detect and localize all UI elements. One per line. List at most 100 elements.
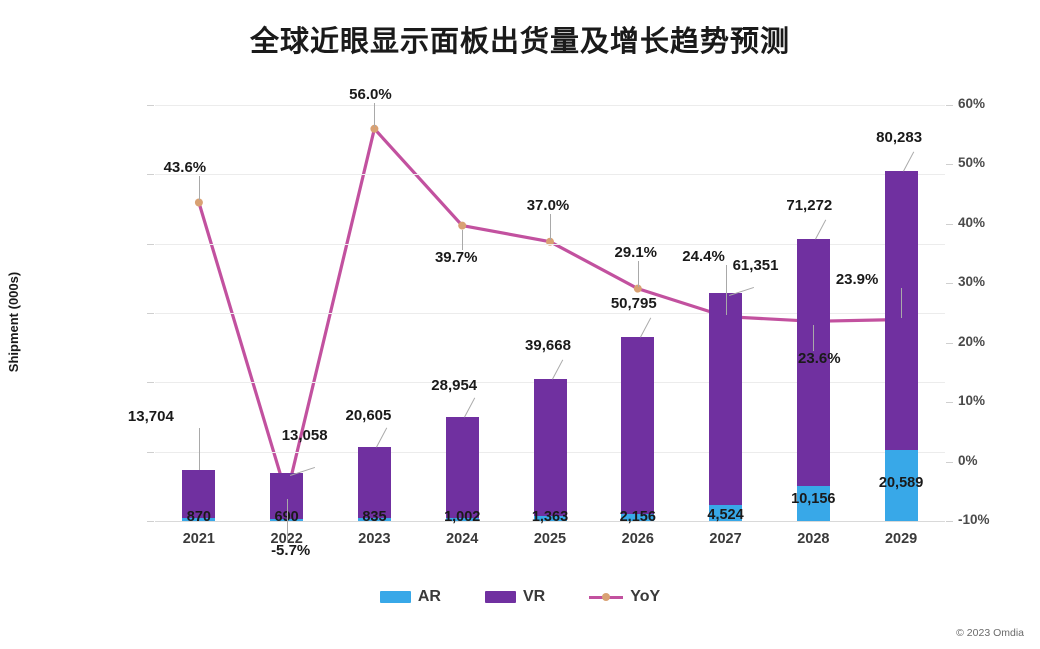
- bar-segment-ar[interactable]: [445, 517, 479, 521]
- bar-2028[interactable]: [796, 238, 830, 521]
- x-axis-tick-2023: 2023: [358, 531, 391, 547]
- bar-2029[interactable]: [884, 171, 918, 521]
- yoy-label-leader: [813, 325, 815, 352]
- bar-2026[interactable]: [621, 337, 655, 521]
- y-axis-right-tick: 20%: [958, 333, 986, 349]
- y-axis-right-tickmark: [946, 164, 953, 166]
- yoy-label-2026: 29.1%: [614, 243, 658, 261]
- axis-baseline: [155, 521, 945, 522]
- y-axis-right-tick: 0%: [958, 452, 978, 468]
- y-axis-right-tickmark: [946, 283, 953, 285]
- bar-segment-ar[interactable]: [533, 516, 567, 521]
- y-axis-right-tick: 40%: [958, 214, 986, 230]
- bar-label-vr-2029: 80,283: [876, 129, 923, 147]
- bar-segment-vr[interactable]: [796, 238, 830, 486]
- bar-label-ar-2028: 10,156: [791, 491, 836, 507]
- bar-segment-ar[interactable]: [884, 449, 918, 521]
- legend-item-ar[interactable]: AR: [379, 588, 441, 606]
- yoy-label-2022: -5.7%: [271, 542, 311, 560]
- bar-label-vr-2028: 71,272: [786, 196, 833, 214]
- bar-2023[interactable]: [357, 446, 391, 521]
- y-axis-left-tickmark: [147, 105, 154, 106]
- bar-label-ar-2021: 870: [186, 509, 211, 525]
- bar-segment-vr[interactable]: [709, 292, 743, 506]
- bar-2021[interactable]: [182, 470, 216, 521]
- yoy-label-2029: 23.9%: [835, 270, 879, 288]
- x-axis-tick-2028: 2028: [797, 531, 830, 547]
- yoy-label-2024: 39.7%: [434, 248, 478, 266]
- gridline: [155, 243, 945, 245]
- x-axis-tick-2022: 2022: [247, 531, 327, 547]
- bar-label-vr-2026: 50,795: [610, 295, 657, 313]
- y-axis-right-tickmark: [946, 461, 953, 463]
- chart-legend: AR VR YoY: [0, 588, 1040, 606]
- x-axis-tick-2025: 2025: [533, 531, 567, 547]
- gridline: [155, 313, 945, 314]
- x-axis-tick-2029: 2029: [884, 531, 918, 547]
- bar-segment-ar[interactable]: [796, 485, 830, 521]
- yoy-label-2027: 24.4%: [682, 247, 725, 265]
- y-axis-right-tickmark: [946, 223, 953, 225]
- gridline: [155, 174, 945, 176]
- bar-label-vr-2027: 61,351: [732, 256, 779, 274]
- y-axis-right-tick: 50%: [958, 155, 986, 171]
- y-axis-left-tickmark: [147, 521, 154, 522]
- bar-label-ar-2029: 20,589: [878, 475, 924, 491]
- plot-area: [155, 105, 945, 522]
- bar-label-vr-2025: 39,668: [525, 336, 571, 354]
- bar-label-vr-2021: 13,704: [127, 408, 174, 426]
- yoy-label-leader: [637, 260, 639, 287]
- bar-2027[interactable]: [709, 292, 743, 521]
- yoy-label-leader: [286, 499, 288, 544]
- page-title: 全球近眼显示面板出货量及增长趋势预测: [249, 24, 790, 58]
- y-axis-left-tickmark: [147, 451, 154, 453]
- bar-label-ar-2024: 1,002: [444, 509, 481, 525]
- legend-item-yoy[interactable]: YoY: [589, 588, 660, 606]
- x-axis-tick-2026: 2026: [621, 531, 654, 547]
- legend-line-icon: [589, 591, 624, 603]
- y-axis-left-tickmark: [147, 243, 154, 245]
- bar-label-vr-2023: 20,605: [345, 406, 392, 424]
- bar-label-vr-2024: 28,954: [431, 377, 478, 395]
- legend-label: AR: [417, 588, 441, 605]
- legend-item-vr[interactable]: VR: [484, 588, 546, 606]
- bar-segment-ar[interactable]: [709, 505, 743, 521]
- bar-segment-vr[interactable]: [621, 337, 655, 514]
- bar-label-ar-2027: 4,524: [707, 507, 744, 523]
- y-axis-right-tick: 60%: [958, 96, 986, 111]
- bar-segment-ar[interactable]: [357, 518, 391, 521]
- y-axis-left-tickmark: [147, 174, 154, 176]
- yoy-label-2025: 37.0%: [526, 196, 570, 214]
- yoy-marker-2024[interactable]: [458, 221, 467, 230]
- y-axis-right-tickmark: [946, 105, 953, 106]
- y-axis-left-tickmark: [147, 382, 154, 384]
- bar-segment-ar[interactable]: [621, 513, 655, 521]
- gridline: [155, 105, 945, 106]
- bar-label-ar-2025: 1,363: [531, 509, 569, 525]
- copyright-note: © 2023 Omdia: [956, 627, 1024, 639]
- legend-label: YoY: [630, 588, 661, 605]
- y-axis-left-tickmark: [147, 313, 154, 314]
- legend-label: VR: [522, 588, 546, 605]
- y-axis-right-tick: 10%: [958, 393, 986, 409]
- yoy-label-leader: [198, 176, 200, 201]
- yoy-label-2021: 43.6%: [163, 159, 207, 177]
- bar-segment-vr[interactable]: [533, 378, 567, 517]
- legend-line-marker: [602, 593, 611, 601]
- bar-segment-vr[interactable]: [357, 446, 391, 519]
- bar-2025[interactable]: [533, 378, 567, 521]
- bar-2024[interactable]: [445, 417, 479, 521]
- legend-swatch-ar: [379, 591, 411, 603]
- bar-label-vr-2022: 13,058: [281, 427, 328, 445]
- yoy-label-2028: 23.6%: [798, 350, 841, 368]
- yoy-label-leader: [462, 229, 464, 250]
- label-leader-line: [198, 428, 200, 471]
- x-axis-tick-2021: 2021: [182, 531, 215, 547]
- bar-segment-vr[interactable]: [445, 417, 479, 518]
- yoy-label-2023: 56.0%: [349, 85, 392, 103]
- bar-segment-ar[interactable]: [182, 517, 216, 521]
- bar-label-ar-2022: 690: [237, 509, 337, 525]
- x-axis-tick-2024: 2024: [446, 531, 479, 547]
- bar-segment-vr[interactable]: [182, 470, 216, 518]
